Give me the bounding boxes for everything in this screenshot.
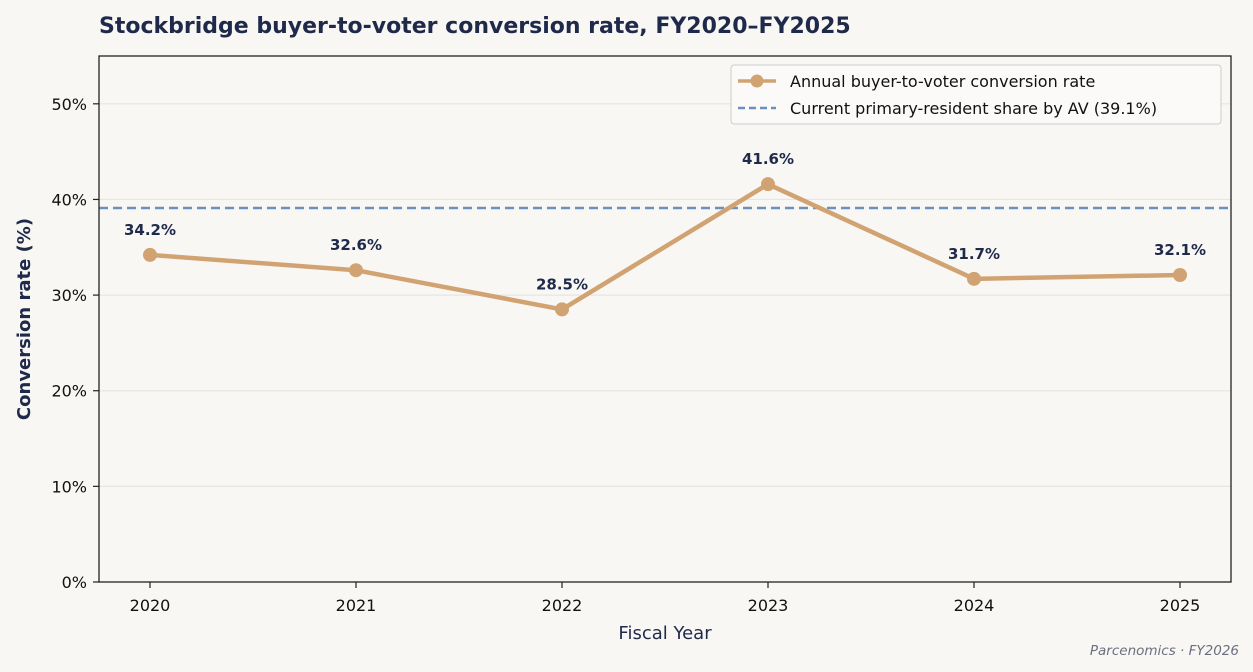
- legend: Annual buyer-to-voter conversion rate Cu…: [730, 64, 1222, 125]
- y-tick-label: 40%: [51, 190, 87, 209]
- x-tick-label: 2021: [336, 596, 377, 615]
- data-label: 32.1%: [1154, 241, 1206, 259]
- x-axis-label: Fiscal Year: [618, 623, 712, 644]
- series-layer: [143, 177, 1187, 317]
- data-point: [1173, 268, 1187, 283]
- data-label: 28.5%: [536, 275, 588, 293]
- x-tick-label: 2020: [130, 596, 171, 615]
- y-tick-label: 10%: [51, 477, 87, 496]
- y-tick-label: 20%: [51, 382, 87, 401]
- data-point: [967, 271, 981, 286]
- data-point: [143, 247, 157, 262]
- x-tick-label: 2025: [1160, 596, 1201, 615]
- legend-series-label: Annual buyer-to-voter conversion rate: [790, 72, 1095, 91]
- legend-marker-swatch: [750, 74, 764, 88]
- y-tick-label: 50%: [51, 95, 87, 114]
- y-tick-label: 0%: [62, 573, 87, 592]
- y-axis-label: Conversion rate (%): [14, 218, 35, 420]
- data-point: [555, 302, 569, 317]
- legend-box: [730, 64, 1222, 125]
- data-label: 34.2%: [124, 221, 176, 239]
- legend-reference-label: Current primary-resident share by AV (39…: [790, 99, 1157, 118]
- y-axis: 0% 10% 20% 30% 40% 50%: [51, 95, 99, 592]
- data-label: 31.7%: [948, 245, 1000, 263]
- x-axis: 2020 2021 2022 2023 2024 2025: [130, 582, 1201, 615]
- data-labels: 34.2% 32.6% 28.5% 41.6% 31.7% 32.1%: [124, 150, 1206, 293]
- gridlines: [99, 103, 1231, 487]
- data-point: [349, 263, 363, 278]
- x-tick-label: 2024: [954, 596, 995, 615]
- source-note: Parcenomics · FY2026: [1090, 643, 1239, 659]
- chart-title: Stockbridge buyer-to-voter conversion ra…: [99, 14, 851, 39]
- y-tick-label: 30%: [51, 286, 87, 305]
- data-point: [761, 177, 775, 192]
- data-label: 41.6%: [742, 150, 794, 168]
- data-label: 32.6%: [330, 236, 382, 254]
- x-tick-label: 2023: [748, 596, 789, 615]
- series-line: [147, 181, 1183, 312]
- plot-frame: [98, 55, 1232, 583]
- x-tick-label: 2022: [542, 596, 583, 615]
